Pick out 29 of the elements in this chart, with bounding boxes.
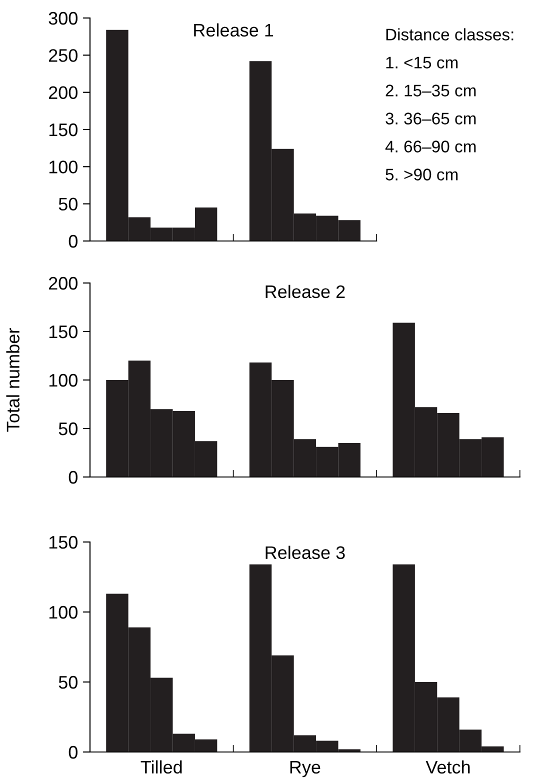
y-tick-label: 100 xyxy=(49,160,78,174)
y-tick-label: 50 xyxy=(58,676,78,689)
text: Distance classes: xyxy=(386,28,514,40)
text: 4. 66–90 cm xyxy=(385,140,476,152)
text: 1. <15 cm xyxy=(386,56,458,68)
y-tick-label: 0 xyxy=(68,234,78,248)
chart-title: Release 3 xyxy=(266,546,345,560)
y-tick-label: 300 xyxy=(48,12,78,25)
y-tick-label: 0 xyxy=(68,470,78,484)
text: 2. 15–35 cm xyxy=(386,84,476,96)
chart-title: Release 2 xyxy=(266,284,345,298)
chart-title: Release 1 xyxy=(194,23,274,37)
y-tick-label: 50 xyxy=(58,422,78,436)
y-tick-label: 200 xyxy=(48,276,78,290)
x-tick-label: Tilled xyxy=(140,760,182,774)
text: 3. 36–65 cm xyxy=(386,112,476,124)
y-tick-label: 200 xyxy=(48,86,78,100)
x-tick-label: Rye xyxy=(290,760,320,778)
y-tick-label: 150 xyxy=(49,123,78,136)
text: 5. >90 cm xyxy=(386,168,458,180)
y-tick-label: 250 xyxy=(48,49,78,62)
y-tick-label: 0 xyxy=(68,746,78,759)
y-tick-label: 100 xyxy=(49,374,78,387)
y-tick-label: 150 xyxy=(49,536,78,549)
x-tick-label: Vetch xyxy=(426,760,470,774)
y-tick-label: 50 xyxy=(58,198,78,211)
y-tick-label: 100 xyxy=(49,606,78,619)
y-axis-title: Total number xyxy=(6,328,20,432)
y-tick-label: 150 xyxy=(49,325,78,338)
